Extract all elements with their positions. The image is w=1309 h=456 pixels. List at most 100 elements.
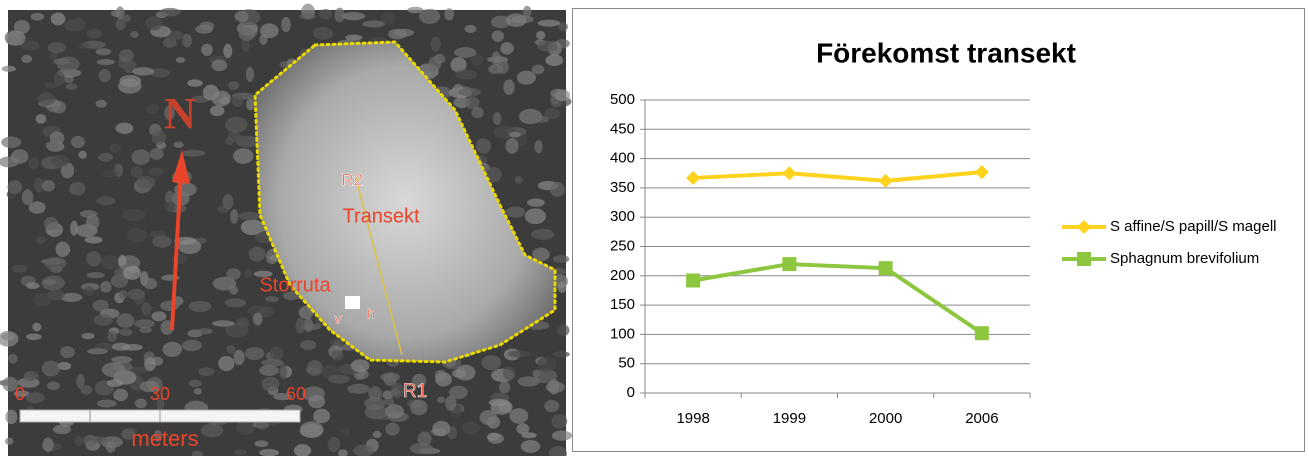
texture-blob <box>47 381 60 390</box>
texture-blob <box>182 34 192 48</box>
texture-blob <box>313 409 330 423</box>
texture-blob <box>144 357 156 371</box>
texture-blob <box>42 437 53 452</box>
y-tick-label: 300 <box>610 208 635 225</box>
texture-blob <box>458 88 480 97</box>
texture-blob <box>407 7 423 13</box>
texture-blob <box>223 194 234 209</box>
texture-blob <box>152 311 167 321</box>
texture-blob <box>500 42 513 55</box>
texture-blob <box>144 278 158 289</box>
texture-blob <box>262 377 280 391</box>
texture-blob <box>52 101 66 114</box>
texture-blob <box>194 388 202 394</box>
texture-blob <box>182 340 202 351</box>
legend-label: Sphagnum brevifolium <box>1110 250 1259 267</box>
data-point <box>975 326 989 340</box>
texture-blob <box>480 410 497 425</box>
texture-blob <box>118 290 127 299</box>
texture-blob <box>111 10 121 17</box>
texture-blob <box>515 176 523 184</box>
texture-blob <box>112 343 130 351</box>
y-tick-label: 450 <box>610 120 635 137</box>
texture-blob <box>122 209 146 221</box>
texture-blob <box>1 137 21 149</box>
texture-blob <box>493 112 502 125</box>
texture-blob <box>234 449 247 455</box>
texture-blob <box>328 375 350 384</box>
texture-blob <box>60 346 75 358</box>
texture-blob <box>431 37 441 52</box>
texture-blob <box>328 437 341 452</box>
texture-blob <box>31 13 45 21</box>
texture-blob <box>521 440 541 453</box>
texture-blob <box>69 182 85 196</box>
texture-blob <box>87 348 108 354</box>
legend-label: S affine/S papill/S magell <box>1110 218 1277 235</box>
texture-blob <box>135 399 147 409</box>
texture-blob <box>506 207 526 218</box>
texture-blob <box>249 247 266 262</box>
texture-blob <box>228 81 239 90</box>
texture-blob <box>36 114 47 124</box>
texture-blob <box>492 30 504 42</box>
texture-blob <box>106 441 116 452</box>
texture-blob <box>149 167 164 176</box>
r1-label: R1 <box>403 381 427 402</box>
legend-swatch <box>1062 250 1106 268</box>
texture-blob <box>164 201 174 212</box>
texture-blob <box>364 397 385 410</box>
texture-blob <box>96 196 116 205</box>
texture-blob <box>345 34 363 40</box>
texture-blob <box>97 399 117 407</box>
texture-blob <box>279 61 288 68</box>
texture-blob <box>128 288 145 299</box>
texture-blob <box>107 331 117 342</box>
texture-blob <box>96 48 112 55</box>
transect-label: Transekt <box>342 205 420 227</box>
texture-blob <box>462 422 480 435</box>
scale-label: 0 <box>15 384 25 404</box>
texture-blob <box>93 314 112 326</box>
texture-blob <box>544 400 559 412</box>
texture-blob <box>538 20 561 27</box>
texture-blob <box>245 347 265 360</box>
texture-blob <box>201 423 223 437</box>
texture-blob <box>116 123 134 134</box>
texture-blob <box>219 98 230 104</box>
texture-blob <box>197 328 213 334</box>
x-tick-label: 2000 <box>869 410 902 427</box>
texture-blob <box>116 313 134 328</box>
texture-blob <box>91 436 107 443</box>
texture-blob <box>534 140 542 153</box>
plot-label: Storruta <box>259 274 331 296</box>
texture-blob <box>33 293 52 306</box>
texture-blob <box>465 25 477 33</box>
texture-blob <box>26 282 39 289</box>
legend-swatch <box>1062 218 1106 236</box>
texture-blob <box>160 301 179 312</box>
texture-blob <box>28 157 39 169</box>
texture-blob <box>44 257 66 270</box>
texture-blob <box>373 431 382 438</box>
plot-square <box>345 296 360 309</box>
texture-blob <box>188 380 201 388</box>
texture-blob <box>123 266 141 280</box>
legend: S affine/S papill/S magell Sphagnum brevi… <box>1062 216 1302 280</box>
texture-blob <box>517 71 536 85</box>
texture-blob <box>509 132 520 138</box>
texture-blob <box>536 31 545 40</box>
texture-blob <box>552 431 572 441</box>
texture-blob <box>198 367 214 376</box>
r2-label: R2 <box>341 170 363 189</box>
texture-blob <box>238 27 255 41</box>
texture-blob <box>537 41 558 52</box>
texture-blob <box>86 214 100 229</box>
legend-marker <box>1077 220 1091 234</box>
texture-blob <box>53 425 71 434</box>
texture-blob <box>141 302 151 315</box>
texture-blob <box>432 421 450 437</box>
texture-blob <box>101 255 120 269</box>
scale-unit: meters <box>131 426 198 451</box>
texture-blob <box>130 31 139 38</box>
